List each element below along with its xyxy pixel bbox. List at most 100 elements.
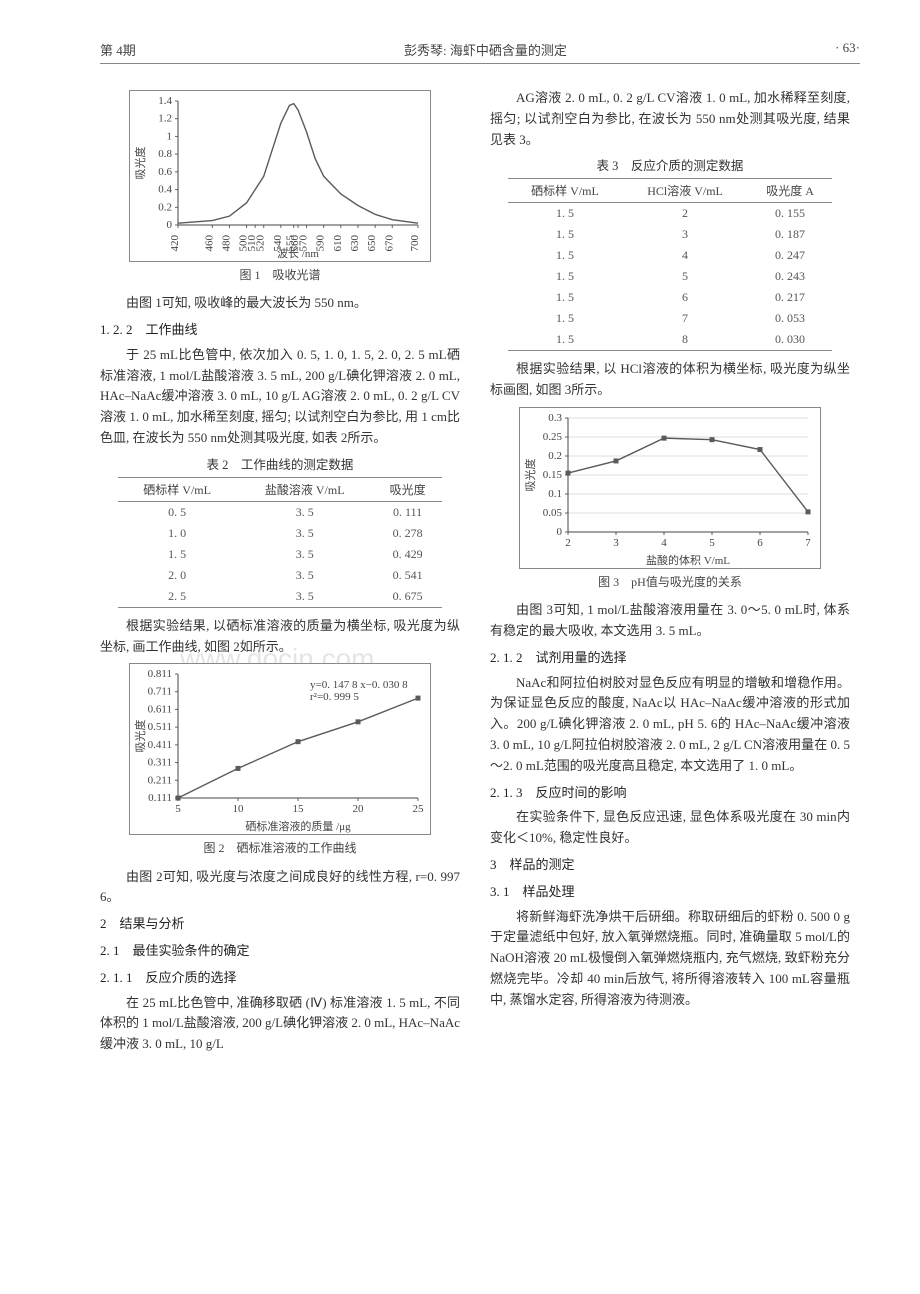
svg-text:0.611: 0.611	[148, 704, 172, 716]
table-3-caption: 表 3 反应介质的测定数据	[490, 156, 850, 176]
heading-3-1: 3. 1 样品处理	[490, 882, 850, 903]
svg-text:0.711: 0.711	[148, 686, 172, 698]
table-cell: 0. 111	[373, 501, 442, 523]
svg-text:0.2: 0.2	[158, 201, 172, 213]
svg-text:0: 0	[167, 219, 173, 231]
svg-text:3: 3	[613, 537, 619, 549]
table-cell: 1. 5	[118, 544, 236, 565]
table-cell: 0. 217	[748, 287, 832, 308]
table-cell: 1. 5	[508, 203, 622, 225]
table-cell: 0. 278	[373, 523, 442, 544]
figure-3-caption: 图 3 pH值与吸光度的关系	[490, 573, 850, 592]
table-row: 1. 530. 187	[508, 224, 832, 245]
svg-text:15: 15	[293, 803, 305, 815]
table-header-cell: 盐酸溶液 V/mL	[236, 477, 373, 501]
figure-2-svg: 0.1110.2110.3110.4110.5110.6110.7110.811…	[130, 664, 430, 834]
heading-2-1-1: 2. 1. 1 反应介质的选择	[100, 968, 460, 989]
table-cell: 0. 5	[118, 501, 236, 523]
svg-text:0.1: 0.1	[548, 488, 562, 500]
svg-text:7: 7	[805, 537, 811, 549]
svg-text:0.25: 0.25	[543, 431, 563, 443]
svg-text:5: 5	[709, 537, 715, 549]
table-row: 1. 570. 053	[508, 308, 832, 329]
right-column: AG溶液 2. 0 mL, 0. 2 g/L CV溶液 1. 0 mL, 加水稀…	[490, 84, 850, 1059]
paragraph-2-1-3: 在实验条件下, 显色反应迅速, 显色体系吸光度在 30 min内变化＜10%, …	[490, 807, 850, 849]
table-cell: 3. 5	[236, 565, 373, 586]
svg-text:2: 2	[565, 537, 571, 549]
svg-text:25: 25	[413, 803, 425, 815]
table-cell: 2	[622, 203, 748, 225]
svg-text:y=0. 147 8 x−0. 030 8: y=0. 147 8 x−0. 030 8	[310, 679, 408, 691]
table-cell: 3. 5	[236, 523, 373, 544]
figure-2-chart: 0.1110.2110.3110.4110.5110.6110.7110.811…	[129, 663, 431, 835]
table-cell: 1. 0	[118, 523, 236, 544]
paragraph-after-table3: 根据实验结果, 以 HCl溶液的体积为横坐标, 吸光度为纵坐标画图, 如图 3所…	[490, 359, 850, 401]
svg-text:1.2: 1.2	[158, 113, 172, 125]
table-cell: 1. 5	[508, 287, 622, 308]
table-row: 1. 550. 243	[508, 266, 832, 287]
table-cell: 0. 675	[373, 586, 442, 608]
paragraph-after-table2: 根据实验结果, 以硒标准溶液的质量为横坐标, 吸光度为纵坐标, 画工作曲线, 如…	[100, 616, 460, 658]
svg-text:吸光度: 吸光度	[523, 458, 537, 491]
svg-text:硒标准溶液的质量 /μg: 硒标准溶液的质量 /μg	[245, 819, 351, 833]
svg-text:0.05: 0.05	[543, 507, 563, 519]
table-header-cell: 硒标样 V/mL	[508, 179, 622, 203]
heading-1-2-2: 1. 2. 2 工作曲线	[100, 320, 460, 341]
table-3: 硒标样 V/mLHCl溶液 V/mL吸光度 A1. 520. 1551. 530…	[508, 178, 832, 351]
table-cell: 5	[622, 266, 748, 287]
header-left: 第 4期	[100, 40, 136, 59]
svg-text:1: 1	[167, 130, 173, 142]
svg-text:0.6: 0.6	[158, 166, 172, 178]
svg-text:6: 6	[757, 537, 763, 549]
paragraph-3-1: 将新鲜海虾洗净烘干后研细。称取研细后的虾粉 0. 500 0 g于定量滤纸中包好…	[490, 907, 850, 1011]
svg-text:0.3: 0.3	[548, 412, 562, 424]
table-row: 0. 53. 50. 111	[118, 501, 442, 523]
paragraph-2-1-2: NaAc和阿拉伯树胶对显色反应有明显的增敏和增稳作用。为保证显色反应的酸度, N…	[490, 673, 850, 777]
table-cell: 6	[622, 287, 748, 308]
svg-text:0.311: 0.311	[148, 757, 172, 769]
table-cell: 7	[622, 308, 748, 329]
figure-2-caption: 图 2 硒标准溶液的工作曲线	[100, 839, 460, 858]
table-row: 1. 53. 50. 429	[118, 544, 442, 565]
table-cell: 3. 5	[236, 544, 373, 565]
table-cell: 8	[622, 329, 748, 351]
heading-2: 2 结果与分析	[100, 914, 460, 935]
svg-text:700: 700	[409, 235, 421, 252]
table-2-caption: 表 2 工作曲线的测定数据	[100, 455, 460, 475]
svg-text:5: 5	[175, 803, 181, 815]
svg-text:650: 650	[366, 235, 378, 252]
svg-text:0.2: 0.2	[548, 450, 562, 462]
header-center: 彭秀琴: 海虾中硒含量的测定	[404, 40, 567, 59]
svg-text:4: 4	[661, 537, 667, 549]
svg-text:420: 420	[169, 235, 181, 252]
two-column-layout: 00.20.40.60.811.21.442046048050051052054…	[100, 84, 860, 1059]
page-header: 第 4期 彭秀琴: 海虾中硒含量的测定 · 63·	[100, 40, 860, 64]
figure-2-wrapper: www.docin.com 0.1110.2110.3110.4110.5110…	[100, 663, 460, 835]
heading-2-1-3: 2. 1. 3 反应时间的影响	[490, 783, 850, 804]
table-cell: 1. 5	[508, 245, 622, 266]
header-right: · 63·	[835, 40, 860, 59]
paragraph-1-2-2: 于 25 mL比色管中, 依次加入 0. 5, 1. 0, 1. 5, 2. 0…	[100, 345, 460, 449]
heading-2-1: 2. 1 最佳实验条件的确定	[100, 941, 460, 962]
table-cell: 0. 247	[748, 245, 832, 266]
table-row: 1. 540. 247	[508, 245, 832, 266]
paragraph-top-right: AG溶液 2. 0 mL, 0. 2 g/L CV溶液 1. 0 mL, 加水稀…	[490, 88, 850, 150]
figure-1-caption: 图 1 吸收光谱	[100, 266, 460, 285]
table-header-cell: 硒标样 V/mL	[118, 477, 236, 501]
svg-text:630: 630	[349, 235, 361, 252]
table-cell: 0. 541	[373, 565, 442, 586]
table-row: 1. 520. 155	[508, 203, 832, 225]
table-cell: 0. 030	[748, 329, 832, 351]
paragraph-2-1-1: 在 25 mL比色管中, 准确移取硒 (Ⅳ) 标准溶液 1. 5 mL, 不同体…	[100, 993, 460, 1055]
svg-text:460: 460	[203, 235, 215, 252]
table-cell: 1. 5	[508, 329, 622, 351]
paragraph-after-fig2: 由图 2可知, 吸光度与浓度之间成良好的线性方程, r=0. 997 6。	[100, 867, 460, 909]
svg-text:0.211: 0.211	[148, 775, 172, 787]
left-column: 00.20.40.60.811.21.442046048050051052054…	[100, 84, 460, 1059]
table-cell: 2. 5	[118, 586, 236, 608]
svg-text:480: 480	[220, 235, 232, 252]
svg-text:0.811: 0.811	[148, 668, 172, 680]
table-cell: 2. 0	[118, 565, 236, 586]
heading-3: 3 样品的测定	[490, 855, 850, 876]
table-cell: 1. 5	[508, 308, 622, 329]
